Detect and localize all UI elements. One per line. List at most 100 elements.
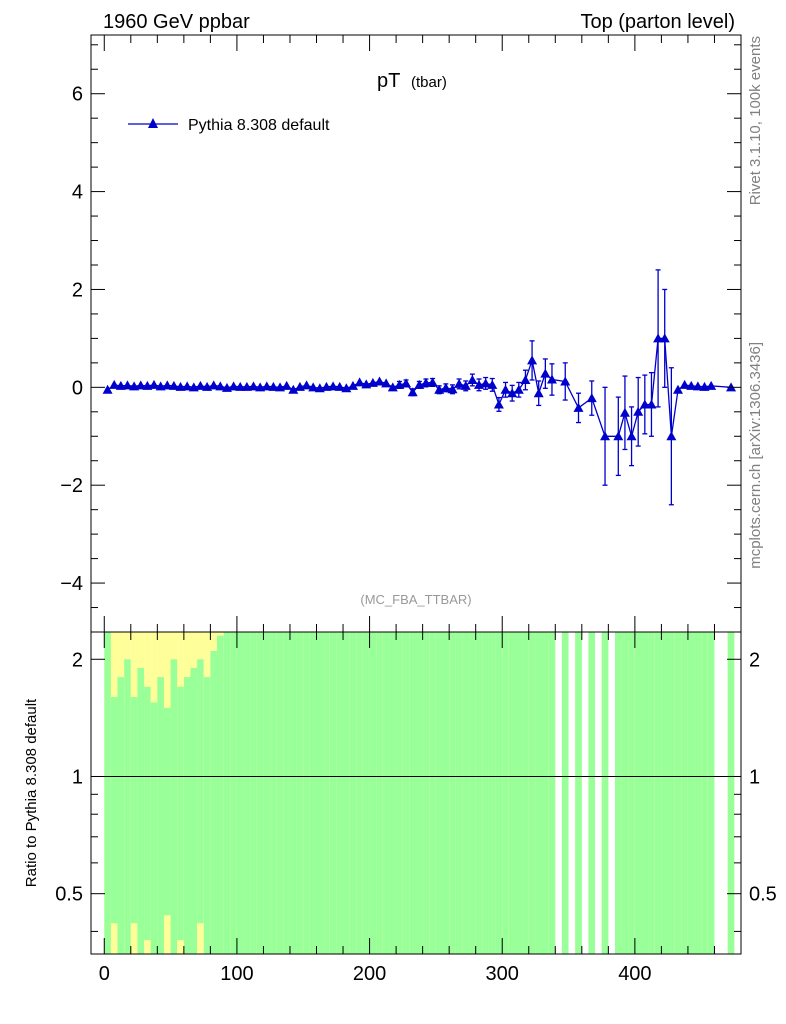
ratio-band-inner bbox=[230, 632, 237, 954]
ratio-band-inner bbox=[197, 659, 204, 924]
ratio-band-inner bbox=[694, 632, 702, 954]
ratio-band-inner bbox=[343, 632, 350, 954]
data-point bbox=[454, 378, 465, 388]
ratio-band-inner bbox=[376, 632, 383, 954]
data-point bbox=[447, 384, 458, 394]
ratio-band-inner bbox=[475, 632, 483, 954]
ratio-band-inner bbox=[402, 632, 410, 954]
ratio-band-inner bbox=[382, 632, 390, 954]
ratio-band-inner bbox=[362, 632, 370, 954]
y-tick-label: 4 bbox=[72, 182, 83, 204]
data-point bbox=[646, 399, 657, 409]
data-point bbox=[546, 374, 557, 384]
data-point bbox=[427, 377, 438, 387]
data-point bbox=[672, 384, 683, 394]
ratio-band-inner bbox=[144, 686, 151, 941]
ratio-band-inner bbox=[250, 632, 257, 954]
ratio-band-inner bbox=[495, 632, 503, 954]
data-point bbox=[321, 381, 332, 391]
watermark: (MC_FBA_TTBAR) bbox=[360, 592, 471, 607]
data-point bbox=[706, 380, 717, 390]
data-point bbox=[261, 381, 272, 391]
ratio-band-inner bbox=[681, 632, 688, 954]
data-point bbox=[533, 388, 544, 398]
ratio-band-inner bbox=[641, 632, 649, 954]
ratio-band-inner bbox=[601, 632, 609, 954]
data-point bbox=[686, 380, 697, 390]
plot-title-main: pT bbox=[377, 70, 400, 92]
side-text-bottom: mcplots.cern.ch [arXiv:1306.3436] bbox=[747, 342, 764, 569]
data-point bbox=[401, 378, 412, 388]
data-point bbox=[626, 431, 637, 441]
y-tick-label: 0 bbox=[72, 377, 83, 399]
data-point bbox=[301, 380, 312, 390]
data-point bbox=[354, 377, 365, 387]
ratio-band-inner bbox=[542, 632, 549, 954]
data-point bbox=[381, 378, 392, 388]
data-point bbox=[308, 382, 319, 392]
ratio-band-inner bbox=[356, 632, 363, 954]
ratio-band-inner bbox=[442, 632, 450, 954]
data-point bbox=[507, 388, 518, 398]
ratio-plot-frame bbox=[90, 631, 742, 955]
ratio-band-inner bbox=[449, 632, 456, 954]
ratio-band-inner bbox=[270, 632, 277, 954]
ratio-band-inner bbox=[489, 632, 496, 954]
y-tick-label: −4 bbox=[60, 573, 83, 595]
ratio-band-inner bbox=[707, 632, 715, 954]
header-right: Top (parton level) bbox=[580, 11, 735, 33]
data-point bbox=[122, 380, 133, 390]
data-point bbox=[639, 399, 650, 409]
ratio-band-inner bbox=[309, 632, 317, 954]
y-tick-label: 6 bbox=[72, 84, 83, 106]
ratio-band-inner bbox=[157, 677, 164, 954]
ratio-band-inner bbox=[462, 632, 470, 954]
ratio-band-inner bbox=[661, 632, 669, 954]
data-point bbox=[513, 384, 524, 394]
ratio-band-inner bbox=[634, 632, 642, 954]
data-point bbox=[666, 431, 677, 441]
ratio-band-inner bbox=[263, 632, 271, 954]
ratio-band-inner bbox=[548, 632, 556, 954]
ratio-band-inner bbox=[628, 632, 635, 954]
data-point bbox=[135, 380, 146, 390]
ratio-band-inner bbox=[296, 632, 304, 954]
ratio-band-inner bbox=[502, 632, 509, 954]
ratio-y-tick-label: 2 bbox=[72, 649, 83, 671]
ratio-band-inner bbox=[150, 702, 158, 954]
data-point bbox=[195, 380, 206, 390]
data-point bbox=[493, 399, 504, 409]
ratio-band-inner bbox=[409, 632, 417, 954]
data-point bbox=[268, 381, 279, 391]
ratio-band-inner bbox=[137, 667, 145, 954]
data-point bbox=[341, 383, 352, 393]
ratio-band-inner bbox=[349, 632, 357, 954]
data-point bbox=[659, 333, 670, 343]
ratio-band-inner bbox=[256, 632, 264, 954]
data-point bbox=[460, 380, 471, 390]
ratio-band-inner bbox=[435, 632, 443, 954]
ratio-y-tick-label-right: 2 bbox=[749, 649, 760, 671]
ratio-y-label: Ratio to Pythia 8.308 default bbox=[23, 698, 40, 887]
data-point bbox=[653, 333, 664, 343]
ratio-band-inner bbox=[535, 632, 543, 954]
ratio-band-inner bbox=[243, 632, 251, 954]
ratio-band-inner bbox=[164, 707, 171, 916]
data-point bbox=[168, 380, 179, 390]
ratio-band-inner bbox=[575, 632, 582, 954]
ratio-band-inner bbox=[621, 632, 629, 954]
ratio-band-inner bbox=[615, 632, 622, 954]
y-tick-label: 2 bbox=[72, 279, 83, 301]
data-point bbox=[149, 379, 160, 389]
data-point bbox=[619, 407, 630, 417]
legend: Pythia 8.308 default bbox=[128, 117, 330, 134]
plot-title-sub: (tbar) bbox=[411, 74, 447, 91]
header-left: 1960 GeV ppbar bbox=[103, 11, 250, 33]
legend-marker bbox=[148, 118, 158, 128]
ratio-band-inner bbox=[329, 632, 337, 954]
ratio-band-inner bbox=[217, 635, 224, 954]
ratio-band-inner bbox=[389, 632, 397, 954]
data-point bbox=[241, 381, 252, 391]
ratio-band-inner bbox=[588, 632, 596, 954]
ratio-band-inner bbox=[701, 632, 708, 954]
